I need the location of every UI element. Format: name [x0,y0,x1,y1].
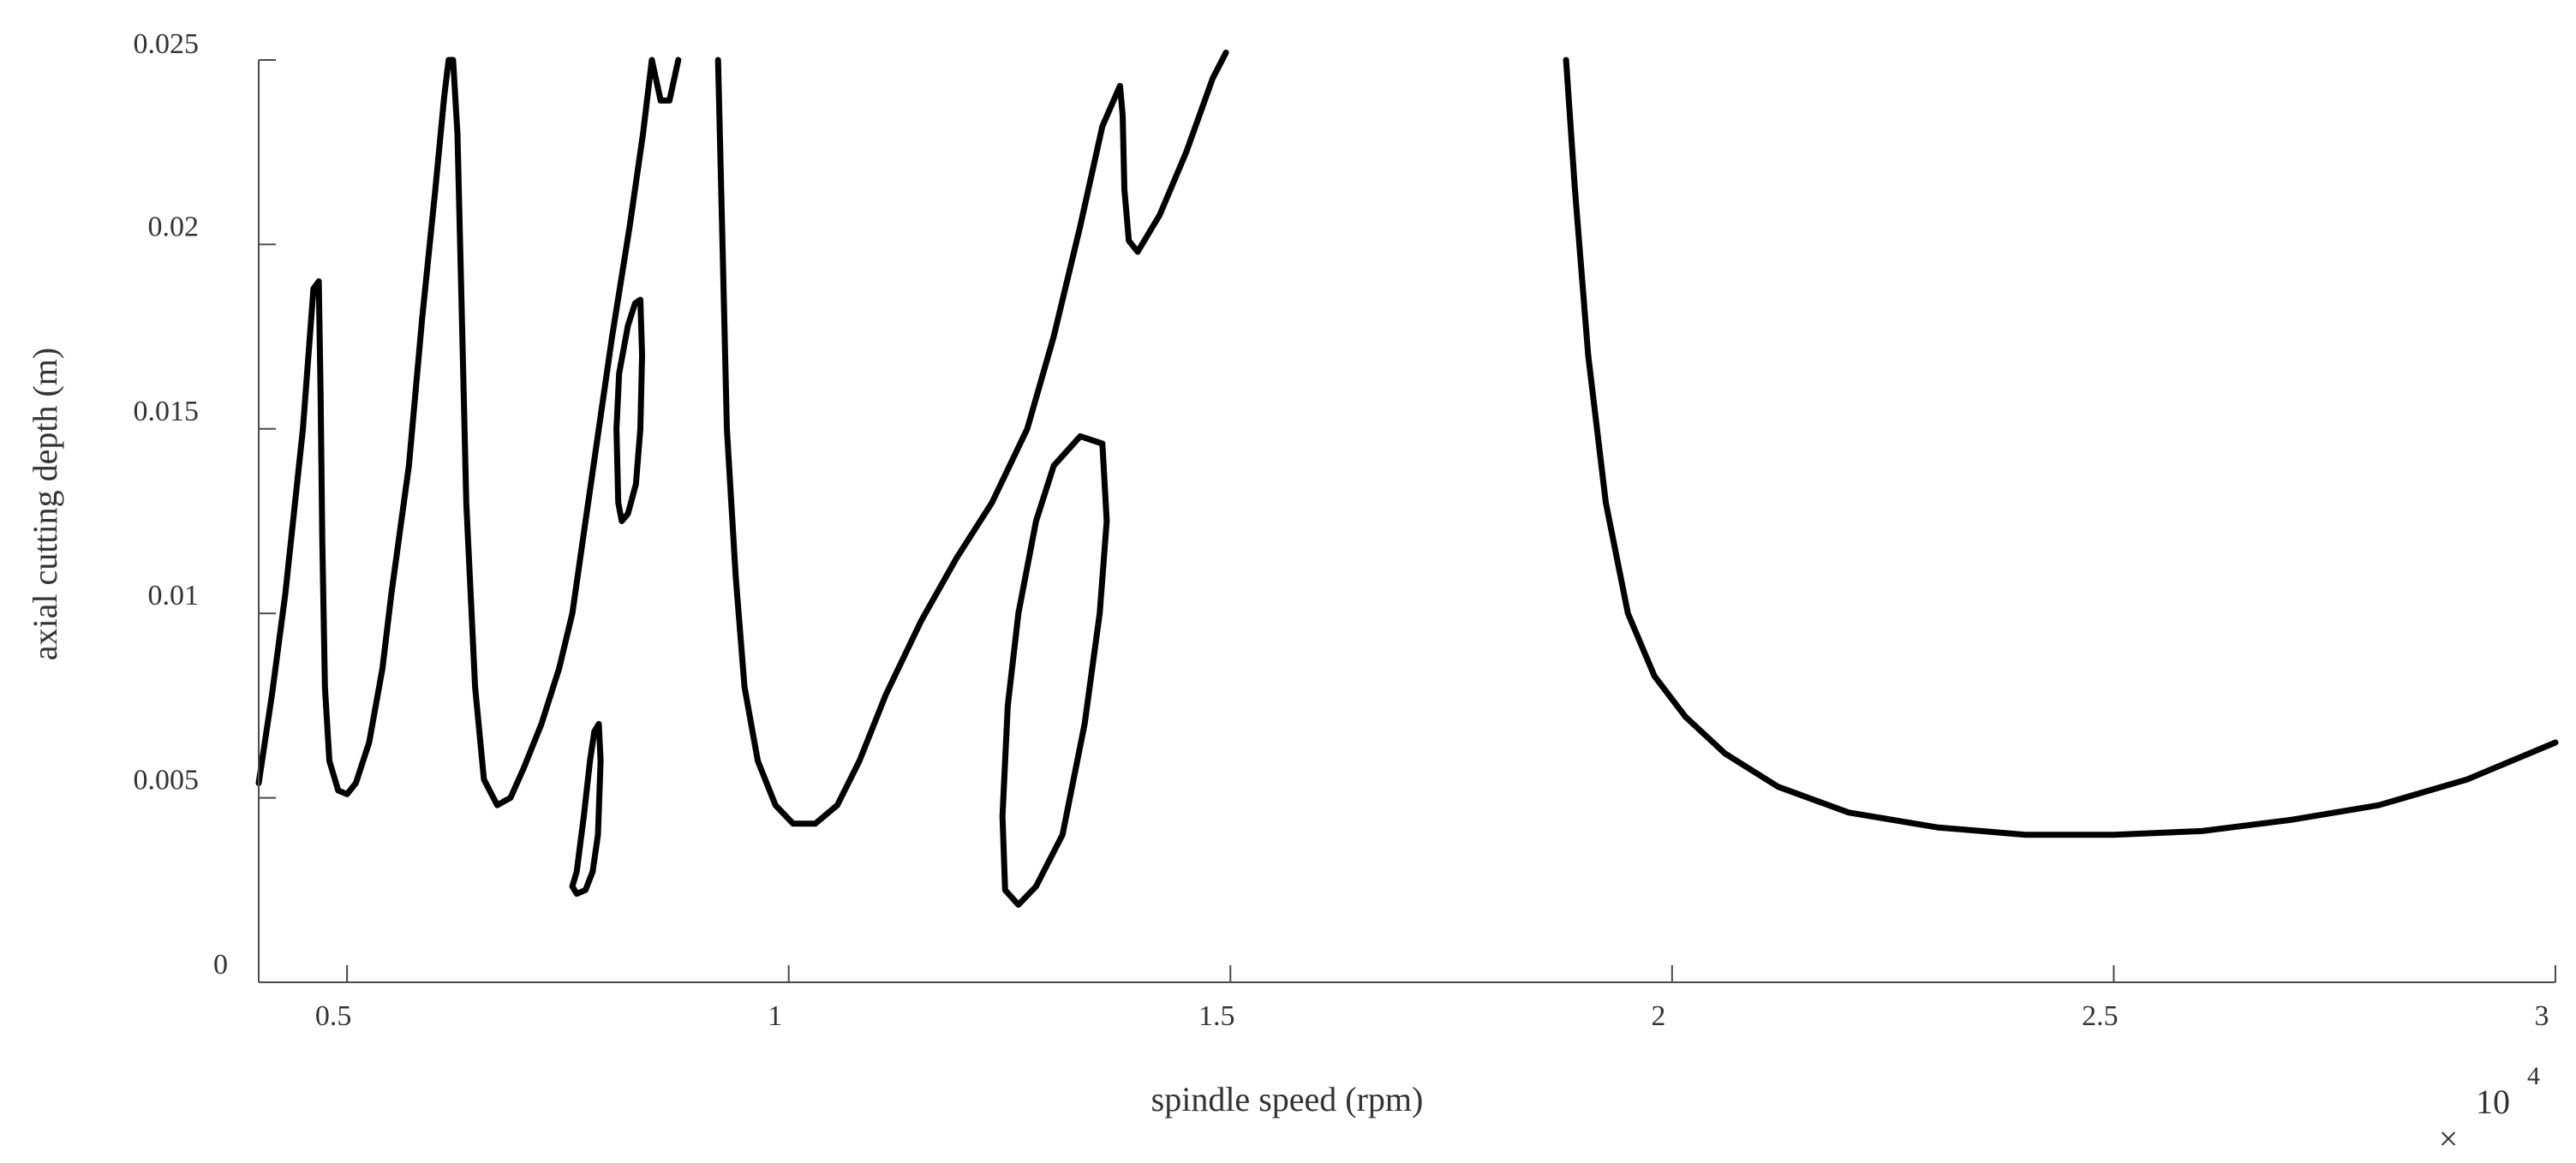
x-tick-label: 1.5 [1198,1000,1235,1032]
stability-island-3 [569,720,604,898]
y-tick-label: 0.025 [134,28,200,60]
x-axis-multiplier: × 10 4 [2439,1062,2540,1158]
x-tick-label: 2 [1651,1000,1665,1032]
multiplier-exponent: 4 [2527,1062,2540,1090]
axes [258,60,2555,983]
y-tick-label: 0.02 [148,211,200,242]
stability-lobe-0 [255,57,682,808]
x-tick-label: 3 [2535,1000,2549,1032]
y-tick-label: 0 [213,949,228,981]
y-axis-title: axial cutting depth (m) [26,348,64,660]
multiplier-base: 10 [2476,1082,2510,1121]
y-tick-label: 0.005 [134,765,200,796]
y-tick-label: 0.01 [148,580,200,611]
stability-lobe-2 [1563,57,2559,838]
times-sign: × [2439,1119,2459,1158]
stability-island-4 [613,296,645,524]
x-tick-label: 1 [768,1000,782,1032]
series-layer [255,49,2559,908]
stability-lobe-1 [714,49,1229,827]
x-tick-label: 0.5 [315,1000,352,1032]
stability-island-5 [999,432,1110,908]
tick-layer: 0.5 1 1.5 2 2.5 3 0 0.005 0.01 0.015 0.02 0.025 [134,28,2556,1032]
x-tick-label: 2.5 [2082,1000,2119,1032]
x-axis-title: spindle speed (rpm) [1151,1080,1424,1118]
y-tick-label: 0.015 [134,396,200,427]
